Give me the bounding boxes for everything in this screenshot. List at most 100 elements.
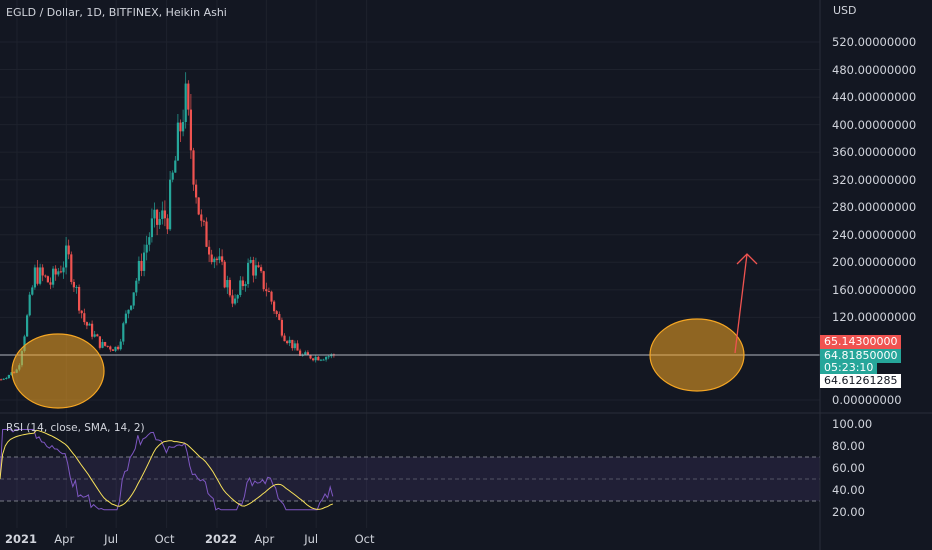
candle-body (265, 289, 268, 292)
candle-body (309, 354, 312, 359)
price-tick-label: 120.00000000 (832, 310, 917, 325)
time-tick-label: Oct (154, 532, 175, 546)
price-tick-label: 400.00000000 (832, 117, 917, 132)
candle-body (176, 122, 179, 161)
candle-body (215, 258, 218, 261)
candle-body (7, 375, 10, 378)
candle-body (312, 358, 315, 361)
candle-body (260, 267, 263, 272)
grid (0, 0, 820, 528)
candle-body (169, 179, 172, 230)
candle-body (33, 267, 36, 288)
candle-body (236, 295, 239, 299)
price-line-badge: 64.61261285 (820, 374, 902, 388)
candle-body (210, 254, 213, 263)
candle-body (114, 346, 117, 351)
candle-body (252, 260, 255, 276)
candle-body (88, 323, 91, 326)
candle-body (101, 342, 104, 348)
candle-body (156, 209, 159, 225)
candle-body (273, 301, 276, 312)
candle-body (270, 291, 273, 302)
candle-body (52, 268, 55, 285)
candle-body (257, 265, 260, 268)
candle-body (226, 280, 229, 288)
time-tick-label: Oct (354, 532, 375, 546)
candle-body (202, 220, 205, 222)
candle-body (41, 267, 44, 276)
rsi-tick-label: 40.00 (832, 483, 865, 497)
price-tick-label: 440.00000000 (832, 90, 917, 105)
candle-body (140, 260, 143, 271)
candle-body (39, 267, 42, 284)
candle-body (91, 323, 94, 337)
candle-body (104, 342, 107, 346)
candle-body (158, 219, 161, 225)
candle-body (143, 252, 146, 271)
candle-body (119, 341, 122, 350)
candle-body (231, 295, 234, 304)
candle-body (132, 292, 135, 306)
highlight-ellipse-mid-2022 (649, 318, 745, 392)
candle-body (46, 276, 49, 283)
candle-body (205, 221, 208, 247)
candle-body (325, 356, 328, 360)
upward-arrow (734, 253, 758, 354)
rsi-title: RSI (14, close, SMA, 14, 2) (6, 422, 145, 434)
candle-body (109, 346, 112, 350)
candle-body (80, 310, 83, 314)
rsi-tick-label: 100.00 (832, 417, 873, 431)
candle-body (314, 356, 317, 361)
candle-body (59, 271, 62, 273)
time-tick-label: Jul (104, 532, 119, 546)
candle-body (200, 214, 203, 221)
price-tick-label: 160.00000000 (832, 282, 917, 297)
candle-body (93, 334, 96, 337)
candle-body (23, 336, 26, 351)
candle-body (184, 83, 187, 123)
price-tick-label: 200.00000000 (832, 255, 917, 270)
candle-body (213, 258, 216, 263)
candle-body (195, 184, 198, 198)
candle-body (244, 284, 247, 287)
candle-body (122, 323, 125, 342)
candle-body (278, 314, 281, 320)
candle-body (291, 339, 294, 349)
candle-body (286, 341, 289, 344)
candle-body (234, 298, 237, 304)
candle-body (124, 313, 127, 324)
candle-body (288, 339, 291, 344)
price-tick-label: 240.00000000 (832, 227, 917, 242)
candle-body (54, 268, 57, 275)
rsi-line (0, 429, 334, 511)
candle-body (197, 197, 200, 215)
candle-body (148, 237, 151, 245)
candle-body (145, 244, 148, 253)
candle-body (28, 294, 31, 316)
candle-body (296, 343, 299, 351)
time-tick-label: 2021 (4, 532, 37, 546)
currency-label[interactable]: USD (833, 4, 857, 17)
countdown-badge: 05:23:10 (820, 361, 878, 375)
candle-body (36, 267, 39, 284)
candle-body (208, 246, 211, 255)
candle-body (65, 245, 68, 268)
candle-body (5, 377, 8, 379)
candle-body (166, 218, 169, 230)
candle-body (283, 335, 286, 342)
candle-body (241, 280, 244, 287)
candle-body (26, 315, 29, 337)
candle-body (280, 319, 283, 336)
price-tick-label: 360.00000000 (832, 145, 917, 160)
candle-body (228, 280, 231, 296)
last-price-badge: 64.81850000 (820, 349, 902, 363)
candle-body (319, 359, 322, 361)
candle-body (304, 352, 307, 355)
candle-body (223, 261, 226, 288)
candle-body (70, 254, 73, 282)
candle-body (275, 311, 278, 315)
candle-body (31, 287, 34, 295)
candle-body (189, 109, 192, 151)
candle-body (262, 271, 265, 290)
